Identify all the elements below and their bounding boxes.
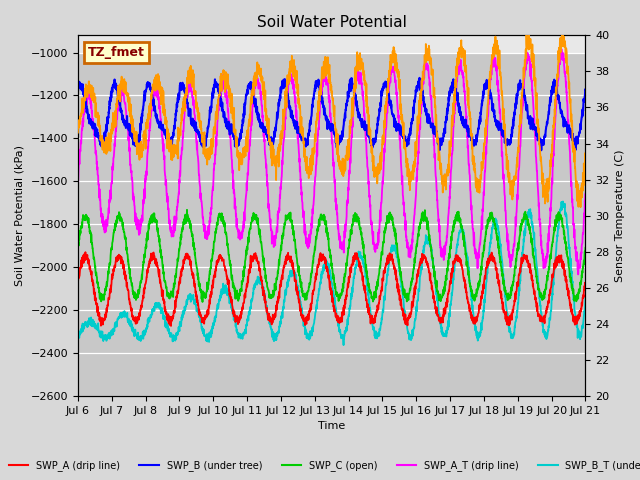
Legend: SWP_A (drip line), SWP_B (under tree), SWP_C (open), SWP_A_T (drip line), SWP_B_: SWP_A (drip line), SWP_B (under tree), S… bbox=[5, 456, 640, 475]
Title: Soil Water Potential: Soil Water Potential bbox=[257, 15, 406, 30]
X-axis label: Time: Time bbox=[318, 421, 346, 432]
Text: TZ_fmet: TZ_fmet bbox=[88, 46, 145, 59]
Bar bbox=[78, 36, 586, 52]
Y-axis label: Sensor Temperature (C): Sensor Temperature (C) bbox=[615, 149, 625, 282]
Y-axis label: Soil Water Potential (kPa): Soil Water Potential (kPa) bbox=[15, 145, 25, 286]
